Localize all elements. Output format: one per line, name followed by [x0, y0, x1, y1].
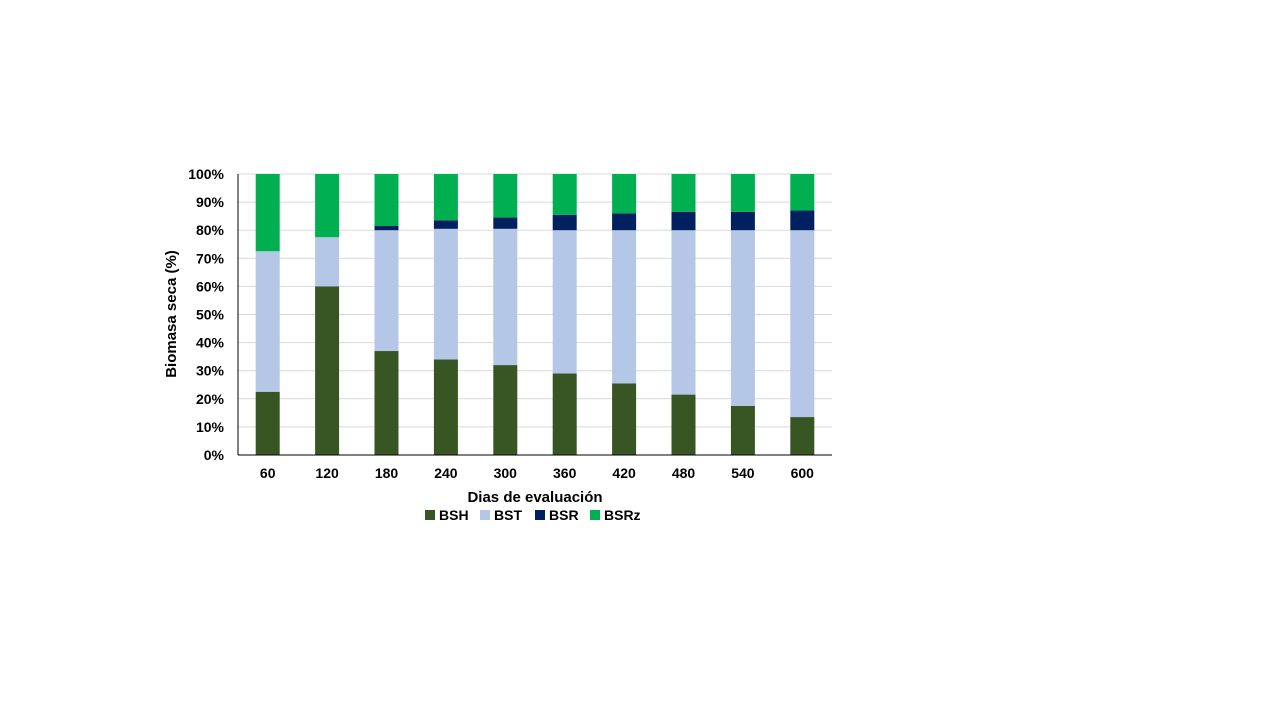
x-tick-labels: 60 120 180 240 300 360 420 480 540 600 [260, 465, 814, 481]
y-tick-label: 70% [196, 250, 225, 266]
bar-segment-bsrz [315, 174, 340, 238]
x-tick-label: 540 [731, 465, 755, 481]
legend-label-bst: BST [494, 507, 522, 523]
y-tick-labels: 0% 10% 20% 30% 40% 50% 60% 70% 80% 90% 100% [188, 166, 224, 463]
bar-segment-bsrz [374, 174, 399, 226]
y-tick-label: 50% [196, 307, 225, 323]
bar-segment-bst [612, 230, 637, 384]
legend: BSH BST BSR BSRz [425, 507, 641, 523]
bar-segment-bst [433, 228, 458, 360]
bar-segment-bsh [493, 365, 518, 455]
axes [237, 174, 832, 456]
y-tick-label: 100% [188, 166, 224, 182]
bar-segment-bsr [612, 213, 637, 231]
bar-segment-bsrz [671, 174, 696, 212]
bar-segment-bsh [433, 359, 458, 455]
legend-swatch-bsr [535, 510, 545, 520]
bar-segment-bsh [730, 405, 755, 455]
bar-segment-bsh [612, 383, 637, 455]
bar-segment-bst [671, 230, 696, 395]
bar-segment-bsr [552, 214, 577, 231]
legend-label-bsr: BSR [549, 507, 579, 523]
y-tick-label: 60% [196, 278, 225, 294]
y-axis-title: Biomasa seca (%) [163, 250, 180, 378]
y-tick-label: 30% [196, 363, 225, 379]
bar-segment-bst [552, 230, 577, 374]
bar-segment-bsrz [552, 174, 577, 215]
bar-segment-bsr [493, 217, 518, 229]
y-tick-label: 20% [196, 391, 225, 407]
bar-segment-bsr [671, 211, 696, 231]
y-tick-label: 0% [204, 447, 225, 463]
x-tick-label: 360 [553, 465, 577, 481]
legend-label-bsrz: BSRz [604, 507, 641, 523]
x-axis-title: Dias de evaluación [467, 489, 602, 506]
bar-segment-bsh [552, 373, 577, 455]
bar-segment-bsh [671, 394, 696, 455]
bar-segment-bst [730, 230, 755, 406]
bar-segment-bsrz [790, 174, 815, 211]
x-tick-label: 120 [315, 465, 339, 481]
bars [255, 174, 815, 455]
legend-swatch-bsh [425, 510, 435, 520]
y-tick-label: 90% [196, 194, 225, 210]
y-tick-label: 10% [196, 419, 225, 435]
bar-segment-bst [255, 251, 280, 392]
bar-segment-bsr [790, 210, 815, 231]
legend-label-bsh: BSH [439, 507, 469, 523]
bar-segment-bst [374, 230, 399, 352]
legend-swatch-bsrz [590, 510, 600, 520]
x-tick-label: 60 [260, 465, 276, 481]
bar-segment-bsh [374, 351, 399, 455]
y-tick-label: 80% [196, 222, 225, 238]
x-tick-label: 600 [791, 465, 815, 481]
bar-segment-bsrz [255, 174, 280, 252]
x-tick-label: 480 [672, 465, 696, 481]
bar-segment-bsr [433, 220, 458, 229]
x-tick-label: 300 [494, 465, 518, 481]
bar-segment-bsh [790, 417, 815, 455]
bar-segment-bsrz [730, 174, 755, 212]
bar-segment-bsrz [493, 174, 518, 218]
bar-segment-bsrz [612, 174, 637, 214]
bar-segment-bsr [730, 211, 755, 231]
x-tick-label: 180 [375, 465, 399, 481]
x-tick-label: 240 [434, 465, 458, 481]
bar-segment-bsr [374, 225, 399, 231]
bar-segment-bsh [255, 391, 280, 455]
bar-segment-bst [790, 230, 815, 418]
bar-segment-bst [493, 228, 518, 366]
bar-segment-bsrz [433, 174, 458, 221]
bar-segment-bst [315, 237, 340, 287]
bar-segment-bsh [315, 286, 340, 455]
x-tick-label: 420 [612, 465, 636, 481]
legend-swatch-bst [480, 510, 490, 520]
y-tick-label: 40% [196, 335, 225, 351]
